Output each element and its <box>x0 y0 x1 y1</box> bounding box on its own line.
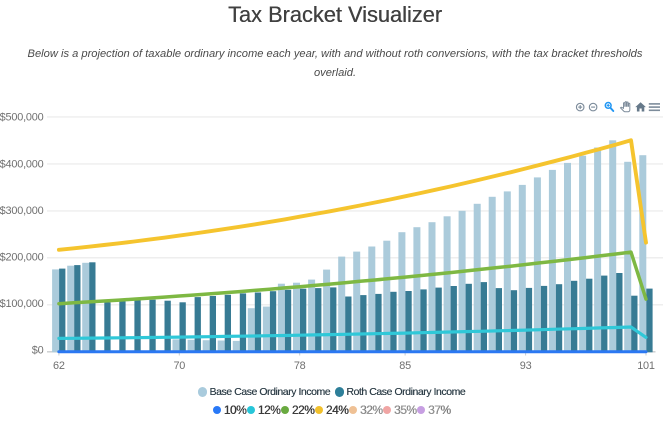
svg-text:85: 85 <box>399 360 411 372</box>
svg-text:$400,000: $400,000 <box>0 158 44 170</box>
svg-text:$100,000: $100,000 <box>0 298 44 310</box>
svg-text:$500,000: $500,000 <box>0 112 44 124</box>
svg-text:$0: $0 <box>32 345 44 357</box>
svg-text:101: 101 <box>637 360 655 372</box>
svg-text:$200,000: $200,000 <box>0 251 44 263</box>
svg-text:$300,000: $300,000 <box>0 205 44 217</box>
svg-text:62: 62 <box>53 360 65 372</box>
svg-text:70: 70 <box>173 360 185 372</box>
svg-text:93: 93 <box>520 360 532 372</box>
svg-text:78: 78 <box>294 360 306 372</box>
